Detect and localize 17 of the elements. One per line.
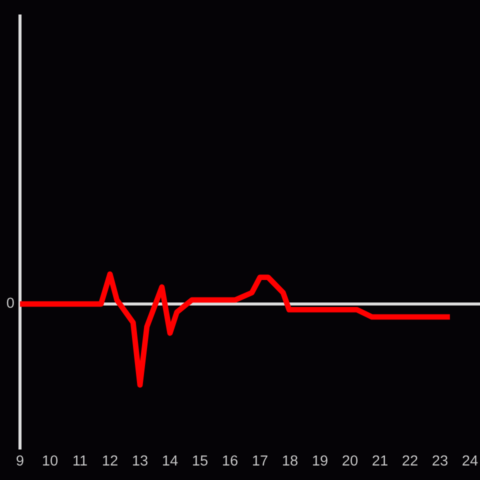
ref-line-label: 0 bbox=[6, 298, 14, 308]
x-tick-label: 20 bbox=[342, 455, 358, 466]
x-tick-label: 15 bbox=[193, 455, 208, 466]
x-tick-label: 16 bbox=[223, 455, 238, 466]
x-tick-label: 23 bbox=[432, 455, 448, 466]
x-tick-label: 11 bbox=[74, 455, 87, 466]
x-tick-label: 18 bbox=[283, 455, 298, 466]
x-tick-label: 22 bbox=[402, 455, 418, 466]
x-tick-label: 17 bbox=[253, 455, 268, 466]
x-tick-label: 14 bbox=[163, 455, 178, 466]
x-tick-label: 21 bbox=[372, 455, 388, 466]
x-tick-label: 9 bbox=[16, 455, 24, 466]
x-tick-label: 19 bbox=[313, 455, 328, 466]
x-tick-label: 12 bbox=[103, 455, 118, 466]
x-tick-label: 24 bbox=[462, 455, 478, 466]
x-tick-label: 10 bbox=[43, 455, 58, 466]
x-tick-label: 13 bbox=[133, 455, 148, 466]
